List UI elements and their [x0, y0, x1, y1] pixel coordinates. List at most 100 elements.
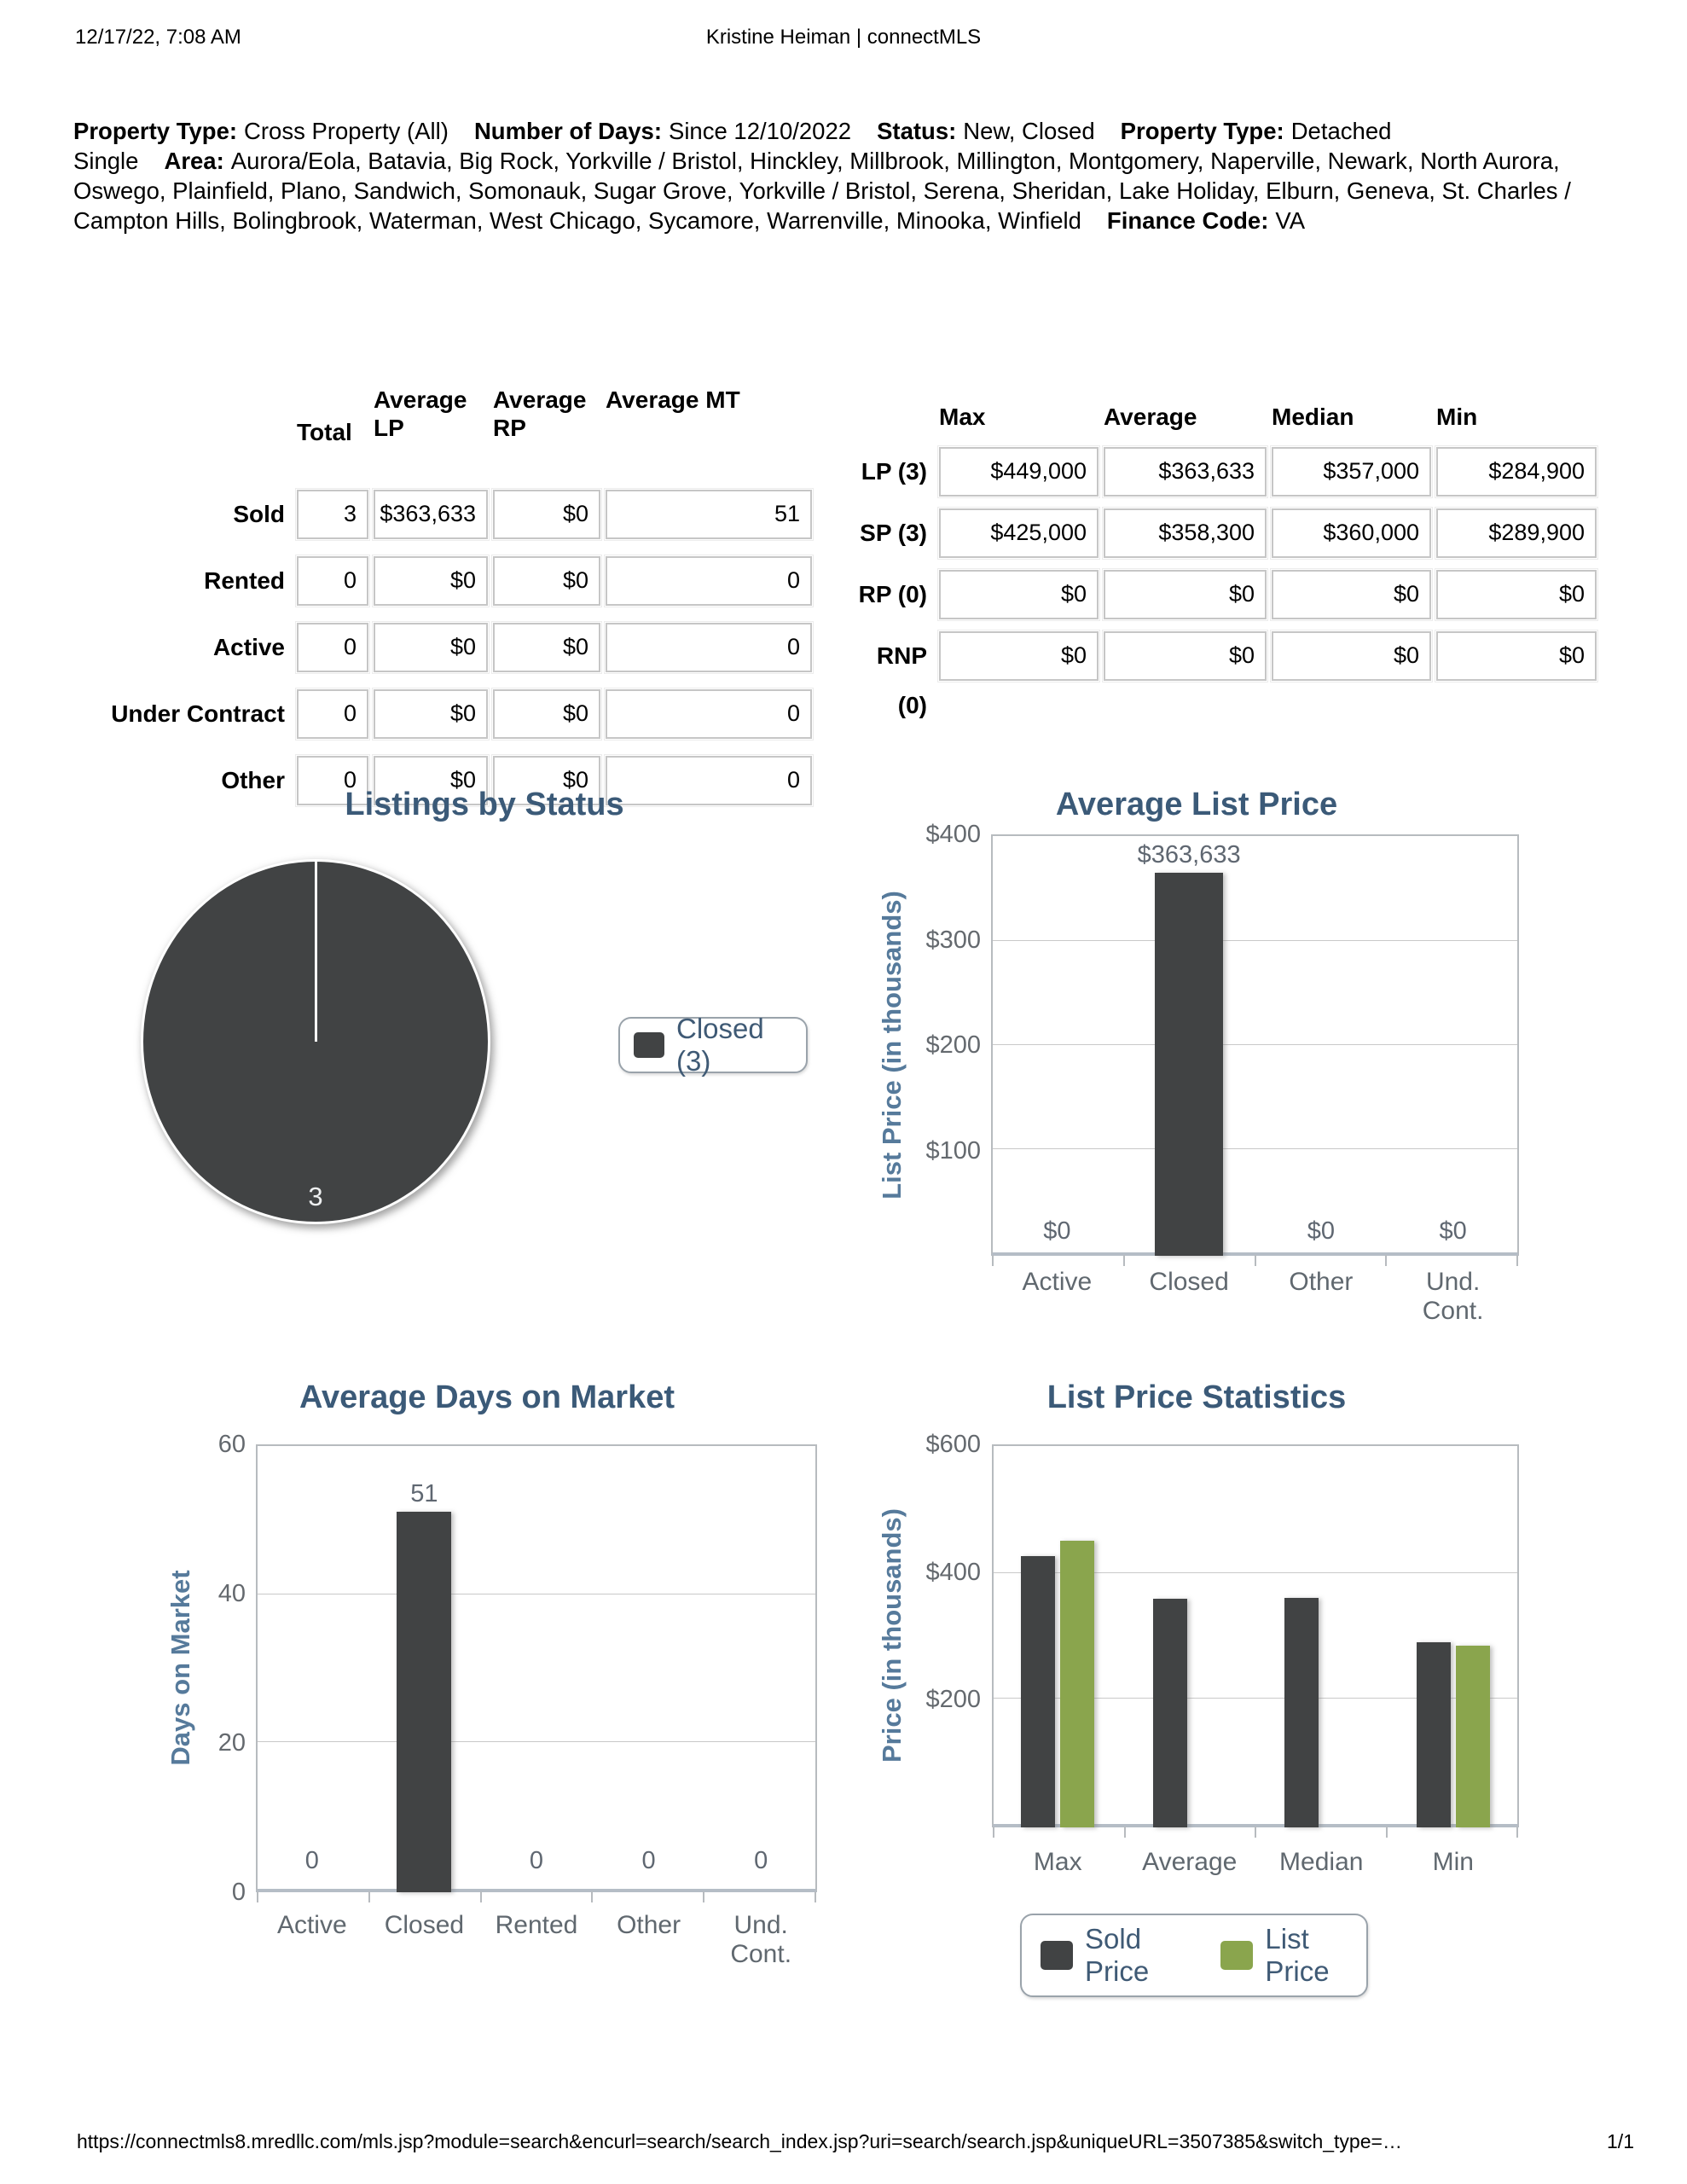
value-cell: $0 [1270, 630, 1433, 682]
column-header: Average RP [493, 386, 587, 441]
gridline [994, 1698, 1517, 1699]
category-tick [591, 1891, 594, 1902]
category-label: Average [1142, 1848, 1238, 1876]
gridline [258, 1741, 815, 1742]
pie-chart-title: Listings by Status [345, 787, 624, 822]
bar-value-label: $0 [1043, 1217, 1071, 1245]
search-criteria: Property Type: Cross Property (All) Number… [73, 116, 1619, 235]
value-cell: $284,900 [1435, 445, 1598, 498]
category-tick [1516, 1827, 1518, 1838]
print-title: Kristine Heiman | connectMLS [705, 26, 982, 49]
row-label: Under Contract [111, 700, 285, 727]
category-label: Active [1022, 1268, 1093, 1296]
legend-label: List Price [1265, 1923, 1330, 1987]
table-row: Other 0 $0 $0 0 [98, 754, 814, 807]
value-cell: $0 [1102, 568, 1268, 621]
category-tick [1122, 1255, 1125, 1266]
avg-list-price-chart-title: Average List Price [1055, 787, 1338, 822]
value-cell: $0 [491, 621, 602, 674]
listings-by-status-pie [141, 859, 490, 1224]
bar-value-label: $363,633 [1137, 840, 1241, 868]
criteria-label: Number of Days: [473, 118, 662, 144]
closed-swatch [634, 1032, 664, 1058]
value-cell: $360,000 [1270, 507, 1433, 560]
category-tick [993, 1827, 994, 1838]
y-tick-label: $100 [925, 1136, 981, 1165]
category-label: Median [1279, 1848, 1364, 1876]
y-tick-label: $400 [925, 1558, 981, 1586]
category-tick [1385, 1827, 1388, 1838]
category-tick [1123, 1827, 1126, 1838]
category-tick [1254, 1255, 1256, 1266]
category-tick [257, 1891, 258, 1902]
list-price-swatch [1220, 1941, 1254, 1970]
row-label: SP (3) [860, 520, 927, 546]
value-cell: $0 [1102, 630, 1268, 682]
value-cell: 0 [295, 754, 370, 807]
value-cell: 0 [295, 621, 370, 674]
price-table-header: Max Average Median Min [855, 403, 1597, 431]
value-cell: 0 [295, 555, 370, 607]
y-tick-label: 0 [231, 1879, 246, 1906]
y-tick-label: $400 [925, 821, 981, 848]
average-days-on-market-plot [256, 1444, 817, 1902]
y-tick-label: 60 [217, 1431, 246, 1458]
category-label: Active [276, 1911, 347, 1939]
category-tick [479, 1891, 482, 1902]
row-label: Active [212, 634, 285, 660]
criteria-value: Aurora/Eola, Batavia, Big Rock, Yorkvill… [73, 148, 1571, 234]
value-cell: $363,633 [1102, 445, 1268, 498]
table-row: Under Contract 0 $0 $0 0 [98, 688, 814, 741]
value-cell: $0 [1435, 630, 1598, 682]
bar-max [1060, 1540, 1095, 1827]
gridline [993, 940, 1517, 941]
print-url: https://connectmls8.mredllc.com/mls.jsp?… [77, 2130, 1402, 2152]
row-label: Rented [204, 567, 285, 594]
value-cell: $0 [491, 488, 602, 541]
value-cell: 0 [604, 555, 814, 607]
avg-days-on-market-chart-title: Average Days on Market [299, 1380, 675, 1415]
criteria-label: Finance Code: [1106, 207, 1269, 234]
bar-value-label: 0 [754, 1847, 768, 1874]
value-cell: 0 [604, 621, 814, 674]
column-header: Total [297, 419, 352, 445]
category-tick [703, 1891, 705, 1902]
value-cell: $357,000 [1270, 445, 1433, 498]
bar-min [1455, 1645, 1490, 1827]
category-label: Max [1033, 1848, 1082, 1876]
category-tick [1516, 1255, 1518, 1266]
row-label: RNP (0) [876, 642, 927, 718]
bar-median [1284, 1597, 1319, 1827]
bar-max [1021, 1555, 1056, 1827]
value-cell: $0 [937, 568, 1100, 621]
criteria-value: Since 12/10/2022 [668, 118, 852, 144]
row-label: LP (3) [861, 458, 927, 485]
table-row: RNP (0) $0 $0 $0 $0 [855, 630, 1598, 730]
value-cell: $449,000 [937, 445, 1100, 498]
column-header: Average MT [606, 386, 740, 413]
category-tick [1385, 1255, 1388, 1266]
column-header: Max [939, 404, 986, 430]
y-tick-label: 40 [217, 1580, 246, 1607]
category-tick [815, 1891, 816, 1902]
category-label: Closed [384, 1911, 465, 1939]
category-label: Und. Cont. [1422, 1268, 1484, 1325]
value-cell: $425,000 [937, 507, 1100, 560]
gridline [993, 1044, 1517, 1045]
value-cell: $0 [372, 555, 490, 607]
value-cell: $363,633 [372, 488, 490, 541]
column-header: Min [1436, 404, 1478, 430]
category-label: Closed [1149, 1268, 1229, 1296]
average-list-price-plot [991, 834, 1519, 1266]
bar-value-label: 0 [304, 1847, 319, 1874]
value-cell: $0 [937, 630, 1100, 682]
criteria-label: Status: [877, 118, 957, 144]
column-header: Average LP [374, 386, 467, 441]
pie-slice-divider [314, 862, 317, 1042]
bar-closed [1155, 872, 1224, 1256]
criteria-value: Cross Property (All) [244, 118, 449, 144]
y-tick-label: $600 [925, 1431, 981, 1458]
bar-value-label: 51 [410, 1479, 438, 1507]
bar-average [1152, 1598, 1187, 1827]
